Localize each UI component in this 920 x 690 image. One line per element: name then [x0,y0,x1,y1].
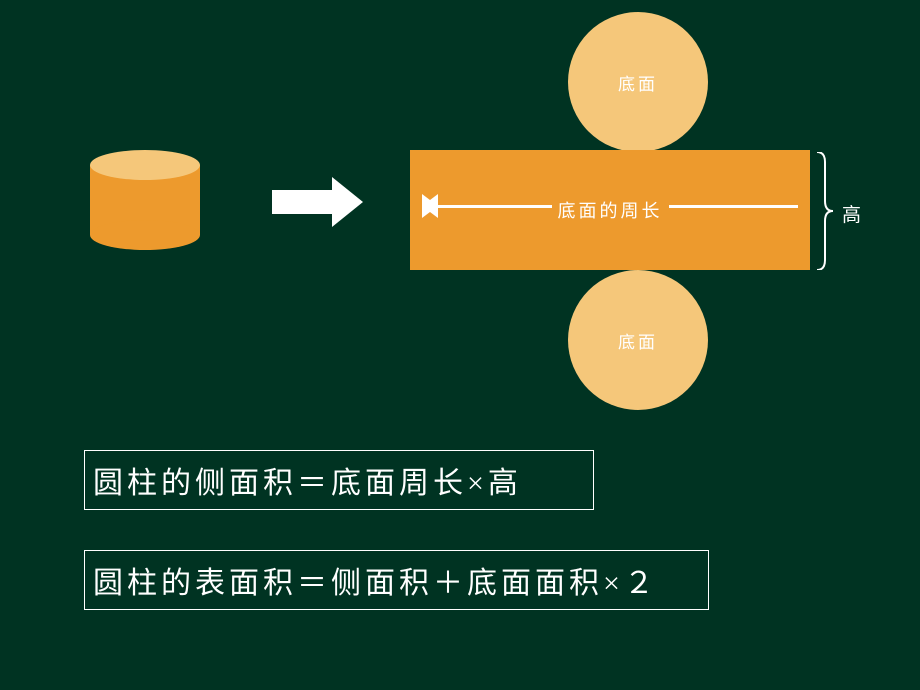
bottom-base-circle: 底面 [568,270,708,410]
top-base-circle: 底面 [568,12,708,152]
lateral-area-formula: 圆柱的侧面积＝底面周长×高 [84,450,594,510]
height-brace-icon [815,152,835,270]
cylinder-top-ellipse [90,150,200,180]
height-label: 高 [842,200,861,227]
arrow-head-icon [332,177,363,227]
bottom-circle-label: 底面 [618,328,658,353]
circumference-label: 底面的周长 [552,197,669,223]
cylinder-3d [90,150,200,250]
cylinder-bottom-ellipse [90,220,200,250]
arrow-shaft [272,190,332,214]
lateral-surface-rect: 底面的周长 [410,150,810,270]
surface-area-formula: 圆柱的表面积＝侧面积＋底面面积×２ [84,550,709,610]
top-circle-label: 底面 [618,70,658,95]
arrow-right-head-icon [422,194,438,218]
